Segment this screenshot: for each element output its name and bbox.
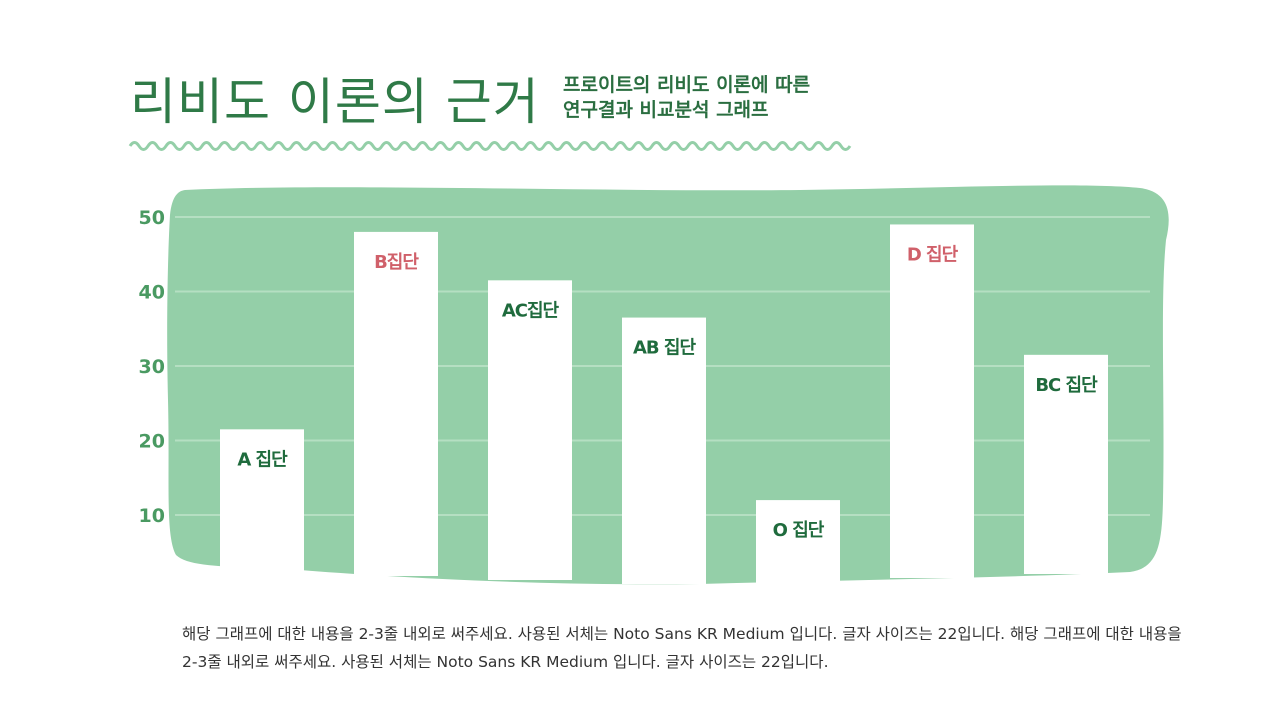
bar-label: O 집단 (773, 520, 825, 541)
subtitle-line-2: 연구결과 비교분석 그래프 (563, 99, 769, 121)
bar-label: B집단 (374, 252, 419, 273)
y-tick-label: 10 (139, 505, 165, 527)
y-tick-label: 40 (139, 282, 165, 304)
bar (488, 280, 572, 580)
page-title: 리비도 이론의 근거 (130, 73, 540, 131)
bar-label: AC집단 (502, 300, 560, 321)
bar-label: A 집단 (237, 449, 288, 470)
y-tick-label: 30 (139, 356, 165, 378)
bar (354, 231, 438, 576)
bars (220, 224, 1108, 584)
bar-label: D 집단 (907, 244, 959, 265)
chart-description: 해당 그래프에 대한 내용을 2-3줄 내외로 써주세요. 사용된 서체는 No… (182, 625, 1182, 671)
bar-label: AB 집단 (633, 338, 696, 359)
y-tick-label: 50 (139, 207, 165, 229)
y-axis-ticks: 10 20 30 40 50 (139, 207, 165, 527)
bar (220, 429, 304, 572)
subtitle-line-1: 프로이트의 리비도 이론에 따른 (563, 74, 811, 96)
y-tick-label: 20 (139, 431, 165, 453)
wavy-divider (128, 141, 852, 151)
bar (1024, 354, 1108, 574)
bar-label: BC 집단 (1035, 375, 1098, 396)
subtitle: 프로이트의 리비도 이론에 따른 연구결과 비교분석 그래프 (563, 73, 810, 123)
bar (756, 500, 840, 583)
bar (890, 224, 974, 578)
bar-labels: A 집단 B집단 AC집단 AB 집단 O 집단 D 집단 BC 집단 (237, 244, 1099, 541)
bar (622, 317, 706, 584)
